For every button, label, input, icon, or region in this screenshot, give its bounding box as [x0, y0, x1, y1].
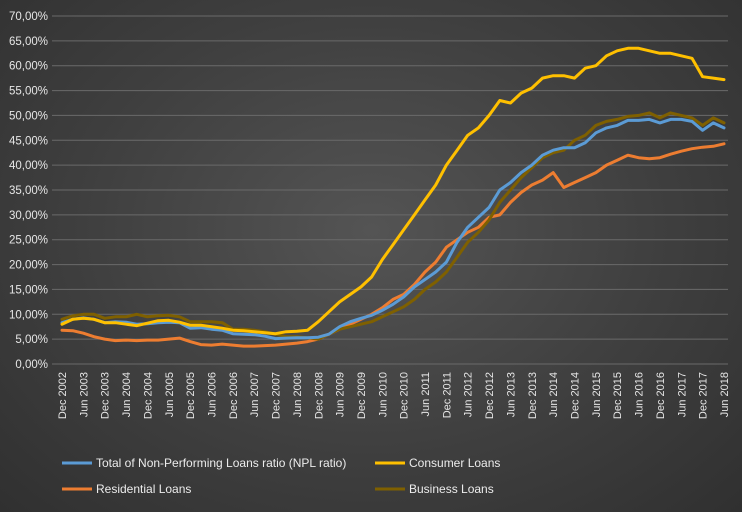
y-tick-label: 55,00%	[9, 86, 48, 98]
y-tick-label: 10,00%	[9, 309, 48, 321]
legend-item: Consumer Loans	[375, 456, 500, 470]
y-tick-label: 45,00%	[9, 135, 48, 147]
x-tick-label: Jun 2015	[591, 372, 603, 417]
y-tick-label: 20,00%	[9, 260, 48, 272]
legend-label: Consumer Loans	[409, 456, 500, 470]
x-tick-label: Dec 2012	[484, 372, 496, 419]
x-tick-label: Jun 2012	[463, 372, 475, 417]
y-tick-label: 70,00%	[9, 11, 48, 23]
x-tick-label: Dec 2004	[142, 372, 154, 419]
y-tick-label: 35,00%	[9, 185, 48, 197]
series-line-3	[60, 111, 726, 341]
y-tick-label: 5,00%	[15, 334, 48, 346]
x-tick-label: Jun 2016	[634, 372, 646, 417]
legend-item: Total of Non-Performing Loans ratio (NPL…	[62, 456, 346, 470]
x-tick-label: Dec 2008	[313, 372, 325, 419]
series-line-1	[60, 46, 726, 336]
legend-item: Residential Loans	[62, 482, 191, 496]
x-axis: Dec 2002 Jun 2003 Dec 2003 Jun 2004 Dec 2004…	[57, 372, 731, 419]
x-tick-label: Jun 2010	[377, 372, 389, 417]
x-tick-label: Dec 2002	[57, 372, 69, 419]
y-tick-label: 60,00%	[9, 61, 48, 73]
x-tick-label: Jun 2011	[420, 372, 432, 416]
x-tick-label: Jun 2018	[719, 372, 731, 417]
x-tick-label: Jun 2005	[164, 372, 176, 417]
x-tick-label: Dec 2015	[612, 372, 624, 419]
x-tick-label: Jun 2017	[676, 372, 688, 417]
x-tick-label: Jun 2008	[292, 372, 304, 417]
x-tick-label: Jun 2009	[335, 372, 347, 417]
x-tick-label: Jun 2003	[78, 372, 90, 417]
y-tick-label: 0,00%	[15, 359, 48, 371]
x-tick-label: Dec 2003	[100, 372, 112, 419]
gridlines	[52, 15, 728, 365]
y-axis: 0,00% 5,00% 10,00% 15,00% 20,00% 25,00% 30,00%…	[9, 11, 48, 371]
y-tick-label: 25,00%	[9, 235, 48, 247]
x-tick-label: Jun 2007	[249, 372, 261, 417]
x-tick-label: Dec 2014	[570, 372, 582, 419]
series-line-0	[60, 117, 726, 341]
x-tick-label: Dec 2011	[441, 372, 453, 418]
x-tick-label: Jun 2004	[121, 372, 133, 417]
x-tick-label: Dec 2005	[185, 372, 197, 419]
legend-label: Business Loans	[409, 482, 494, 496]
x-tick-label: Jun 2013	[505, 372, 517, 417]
legend-item: Business Loans	[375, 482, 494, 496]
y-tick-label: 65,00%	[9, 36, 48, 48]
x-tick-label: Dec 2009	[356, 372, 368, 419]
y-tick-label: 30,00%	[9, 210, 48, 222]
x-tick-label: Dec 2007	[271, 372, 283, 419]
y-tick-label: 50,00%	[9, 110, 48, 122]
x-tick-label: Jun 2014	[548, 372, 560, 417]
x-tick-label: Dec 2013	[527, 372, 539, 419]
x-tick-label: Dec 2006	[228, 372, 240, 419]
x-tick-label: Dec 2010	[399, 372, 411, 419]
legend-label: Total of Non-Performing Loans ratio (NPL…	[96, 456, 346, 470]
x-tick-label: Dec 2017	[698, 372, 710, 419]
legend: Total of Non-Performing Loans ratio (NPL…	[62, 456, 500, 496]
y-tick-label: 15,00%	[9, 284, 48, 296]
x-tick-label: Jun 2006	[206, 372, 218, 417]
series-line-2	[60, 142, 726, 348]
y-tick-label: 40,00%	[9, 160, 48, 172]
x-tick-label: Dec 2016	[655, 372, 667, 419]
legend-label: Residential Loans	[96, 482, 191, 496]
series-lines	[60, 46, 726, 348]
